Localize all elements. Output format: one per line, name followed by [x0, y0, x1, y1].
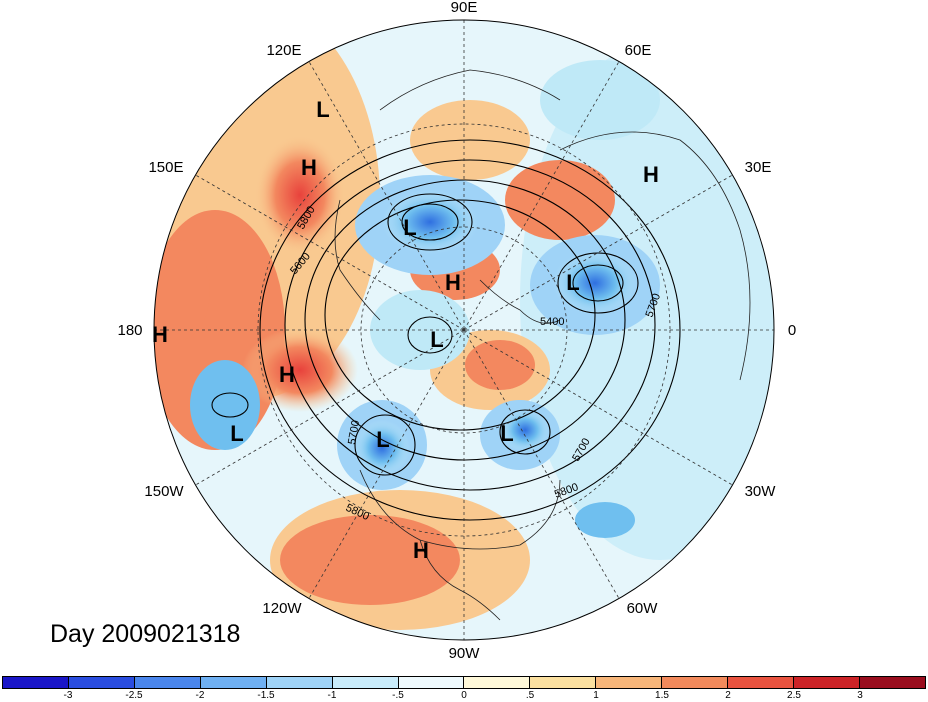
lon-label-90w: 90W — [449, 645, 481, 662]
colorbar-segment — [530, 677, 597, 688]
pressure-systems: H L L H H L H L L L H L H — [152, 97, 659, 563]
low-pressure-marker: L — [430, 327, 443, 352]
lon-label-60w: 60W — [627, 600, 659, 617]
low-pressure-marker: L — [376, 427, 389, 452]
high-pressure-marker: H — [643, 162, 659, 187]
colorbar-segment — [398, 677, 465, 688]
lon-label-180: 180 — [117, 322, 142, 339]
colorbar-segment — [728, 677, 795, 688]
lon-label-0: 0 — [788, 322, 796, 339]
colorbar-segment — [68, 677, 135, 688]
colorbar-segment — [332, 677, 399, 688]
globe-boundary — [153, 19, 775, 641]
colorbar-tick-label: .5 — [525, 690, 535, 701]
colorbar-segment — [859, 677, 925, 688]
colorbar-segment — [134, 677, 201, 688]
lon-label-90e: 90E — [451, 0, 478, 16]
low-pressure-marker: L — [566, 270, 579, 295]
anomaly-shading — [154, 20, 774, 640]
colorbar-tick-label: -1.5 — [257, 690, 275, 701]
colorbar-tick-label: -.5 — [392, 690, 404, 701]
lon-label-150w: 150W — [144, 483, 184, 500]
colorbar-segment — [200, 677, 267, 688]
colorbar-tick-label: 1.5 — [655, 690, 669, 701]
colorbar-segment — [596, 677, 663, 688]
low-pressure-marker: L — [403, 215, 416, 240]
colorbar-tick-labels: -3 -2.5 -2 -1.5 -1 -.5 0 .5 1 1.5 2 2.5 3 — [0, 690, 928, 702]
colorbar-segment — [266, 677, 333, 688]
colorbar-tick-label: 2 — [725, 690, 731, 701]
coastlines — [334, 69, 751, 621]
colorbar-tick-label: 0 — [461, 690, 467, 701]
longitude-labels: 90E 60E 30E 0 30W 60W 90W 120W 150W 180 … — [117, 0, 796, 662]
colorbar-tick-label: 1 — [593, 690, 599, 701]
date-label: Day 2009021318 — [50, 620, 241, 648]
colorbar — [2, 676, 926, 689]
high-pressure-marker: H — [279, 362, 295, 387]
high-pressure-marker: H — [152, 322, 168, 347]
colorbar-segment — [794, 677, 860, 688]
colorbar-tick-label: -2.5 — [125, 690, 143, 701]
lon-label-30w: 30W — [745, 483, 777, 500]
height-contours — [211, 139, 681, 521]
colorbar-tick-label: 3 — [857, 690, 863, 701]
high-pressure-marker: H — [301, 155, 317, 180]
colorbar-tick-label: -2 — [195, 690, 205, 701]
low-pressure-marker: L — [500, 421, 513, 446]
high-pressure-marker: H — [413, 538, 429, 563]
lon-label-120w: 120W — [262, 600, 302, 617]
lon-label-150e: 150E — [148, 159, 183, 176]
colorbar-segment — [464, 677, 531, 688]
low-pressure-marker: L — [230, 421, 243, 446]
colorbar-segment — [3, 677, 69, 688]
lon-label-120e: 120E — [266, 42, 301, 59]
lon-label-30e: 30E — [745, 159, 772, 176]
colorbar-tick-label: -3 — [63, 690, 73, 701]
lon-label-60e: 60E — [625, 42, 652, 59]
contour-label: 5400 — [540, 316, 564, 328]
colorbar-tick-label: 2.5 — [787, 690, 801, 701]
colorbar-tick-label: -1 — [327, 690, 337, 701]
graticule — [154, 20, 774, 640]
high-pressure-marker: H — [445, 270, 461, 295]
low-pressure-marker: L — [316, 97, 329, 122]
colorbar-segment — [662, 677, 729, 688]
contour-label: 5700 — [346, 419, 362, 445]
